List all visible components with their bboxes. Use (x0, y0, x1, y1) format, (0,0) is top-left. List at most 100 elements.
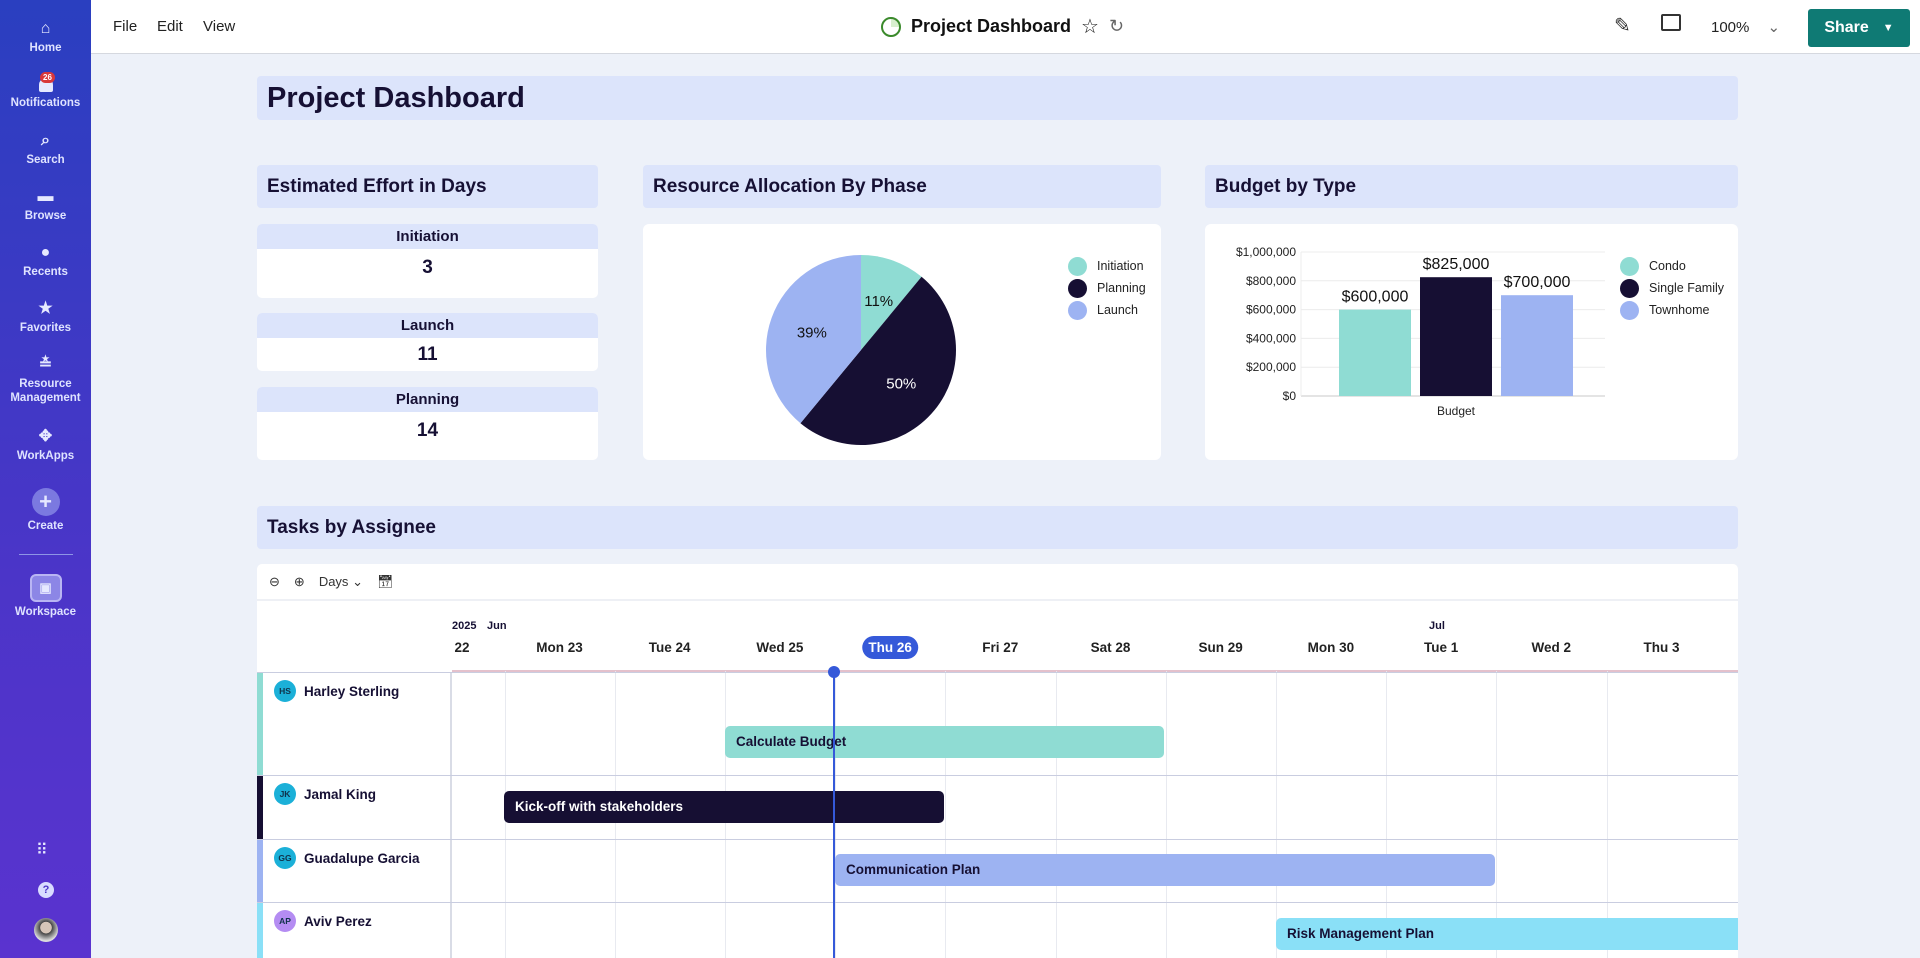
effort-label: Launch (257, 313, 598, 338)
star-icon[interactable]: ☆ (1081, 16, 1099, 38)
day-gridline (1055, 671, 1057, 958)
bar-condo (1339, 309, 1411, 396)
effort-title: Estimated Effort in Days (257, 165, 598, 208)
pie-label: 50% (886, 375, 916, 392)
legend-item: Planning (1068, 277, 1146, 299)
assignee-cell: AP Aviv Perez (257, 903, 452, 958)
y-tick-label: $400,000 (1246, 331, 1296, 345)
assignee-cell: JK Jamal King (257, 776, 452, 839)
menu-file[interactable]: File (113, 18, 138, 35)
plus-icon: + (31, 488, 60, 516)
task-bar[interactable]: Communication Plan (835, 854, 1495, 886)
effort-label: Planning (257, 387, 598, 412)
day-label: Tue 1 (1423, 640, 1459, 655)
assignee-cell: GG Guadalupe Garcia (257, 840, 452, 902)
row-color-stripe (257, 840, 263, 902)
bar-chart: $0 $200,000 $400,000 $600,000 $800,000 $1,000… (1236, 245, 1605, 418)
bar-townhome (1501, 295, 1573, 396)
gantt-row: GG Guadalupe Garcia Communication Plan (257, 839, 1738, 902)
pie-slice-launch (766, 255, 861, 424)
legend-item: Initiation (1068, 255, 1146, 277)
sidebar-item-create[interactable]: + Create (27, 488, 64, 532)
y-tick-label: $800,000 (1246, 274, 1296, 288)
zoom-in-icon[interactable]: ⊕ (293, 573, 305, 589)
pie-slice-initiation (861, 255, 922, 350)
sidebar-item-favorites[interactable]: ★ Favorites (0, 300, 91, 335)
day-label: Wed 25 (756, 640, 804, 655)
bar-single-family (1420, 277, 1492, 396)
zoom-select[interactable]: 100% ⌄ (1711, 19, 1781, 36)
calendar-search-icon[interactable]: 📅︎ (376, 573, 394, 589)
pie-label: 39% (797, 324, 827, 341)
legend-item: Single Family (1620, 277, 1724, 299)
sidebar-item-browse[interactable]: ▬ Browse (0, 188, 91, 223)
task-bar[interactable]: Kick-off with stakeholders (504, 791, 944, 823)
present-icon[interactable] (1661, 14, 1681, 31)
home-icon: ⌂ (40, 20, 51, 37)
search-icon: ⌕ (41, 132, 50, 149)
day-gridline (1275, 671, 1277, 958)
zoom-out-icon[interactable]: ⊖ (269, 573, 280, 589)
sidebar-item-search[interactable]: ⌕ Search (0, 132, 91, 167)
bar-data-label: $600,000 (1342, 289, 1409, 306)
month-label: Jun (487, 620, 507, 632)
menu-edit[interactable]: Edit (157, 18, 183, 35)
row-color-stripe (257, 673, 263, 775)
refresh-icon[interactable]: ↻ (1108, 16, 1125, 36)
assignee-name: Harley Sterling (304, 684, 400, 699)
assignee-avatar: AP (274, 910, 296, 932)
help-icon[interactable]: ? (38, 882, 54, 898)
chevron-down-icon: ⌄ (352, 573, 363, 589)
caret-down-icon: ▼ (1882, 22, 1894, 34)
sidebar-item-home[interactable]: ⌂ Home (0, 20, 91, 55)
day-gridline (1496, 671, 1498, 958)
task-bar[interactable]: Calculate Budget (725, 726, 1164, 758)
assignee-avatar: GG (274, 847, 296, 869)
pie-card: 11% 50% 39% Initiation Planning Launch (643, 224, 1161, 460)
share-button[interactable]: Share ▼ (1808, 9, 1910, 47)
people-icon: ≛ (38, 356, 53, 373)
day-gridline (945, 671, 947, 958)
sidebar-item-workspace[interactable]: ▣ Workspace (0, 574, 91, 619)
avatar[interactable] (34, 918, 58, 942)
edit-pencil-icon[interactable]: ✎ (1614, 15, 1631, 37)
bar-legend: Condo Single Family Townhome (1620, 255, 1724, 321)
today-line (833, 672, 835, 958)
bar-data-label: $825,000 (1423, 256, 1490, 273)
clock-icon: ● (40, 244, 51, 261)
sidebar-item-resource-management[interactable]: ≛ Resource Management (0, 356, 91, 405)
task-bar[interactable]: Risk Management Plan (1276, 918, 1738, 950)
gantt-row: AP Aviv Perez Risk Management Plan (257, 902, 1738, 958)
day-label: Tue 24 (648, 640, 691, 655)
effort-value: 11 (417, 344, 438, 365)
menu-view[interactable]: View (203, 18, 236, 35)
day-label: Sat 28 (1090, 640, 1131, 655)
x-tick-label: Budget (1437, 404, 1476, 418)
sidebar-item-recents[interactable]: ● Recents (0, 244, 91, 279)
day-label: Thu 26 (862, 636, 918, 659)
gantt-toolbar: ⊖ ⊕ Days ⌄ 📅︎ (257, 564, 1738, 601)
sidebar-item-notifications[interactable]: 26 Notifications (10, 72, 81, 109)
day-gridline (1606, 671, 1608, 958)
y-tick-label: $600,000 (1246, 303, 1296, 317)
day-label: 22 (454, 640, 470, 655)
notification-badge: 26 (40, 72, 55, 83)
assignee-name: Jamal King (304, 787, 377, 802)
workspace-icon: ▣ (29, 574, 62, 602)
dashboard-icon (881, 16, 901, 37)
legend-item: Launch (1068, 299, 1146, 321)
sidebar-item-workapps[interactable]: ✥ WorkApps (0, 428, 91, 463)
pie-chart: 11% 50% 39% (766, 255, 956, 445)
day-label: Wed 2 (1531, 640, 1572, 655)
effort-card-launch: Launch 11 (257, 313, 598, 371)
assignee-name: Aviv Perez (304, 914, 372, 929)
y-tick-label: $200,000 (1246, 360, 1296, 374)
gantt-row: JK Jamal King Kick-off with stakeholders (257, 775, 1738, 839)
scale-select[interactable]: Days ⌄ (318, 573, 363, 589)
folder-icon: ▬ (37, 188, 54, 205)
row-color-stripe (257, 903, 263, 958)
document-title: Project Dashboard ☆ ↻ (881, 14, 1124, 39)
day-label: Sun 29 (1198, 640, 1243, 655)
apps-grid-icon[interactable]: ⠿ (36, 842, 48, 859)
row-color-stripe (257, 776, 263, 839)
